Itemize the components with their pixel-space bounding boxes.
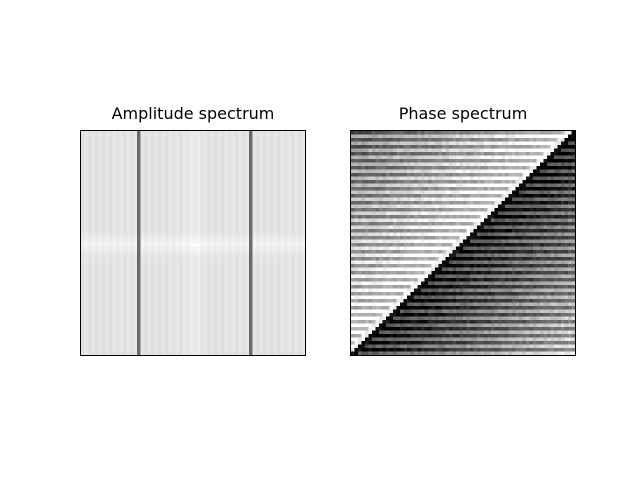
amplitude-axes	[80, 130, 306, 356]
amplitude-heatmap	[81, 131, 305, 355]
phase-heatmap	[351, 131, 575, 355]
phase-axes	[350, 130, 576, 356]
phase-title: Phase spectrum	[398, 104, 528, 123]
amplitude-title: Amplitude spectrum	[111, 104, 275, 123]
